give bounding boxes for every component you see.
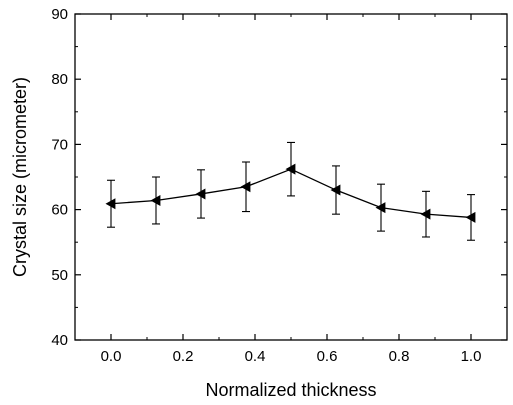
data-point	[465, 211, 476, 223]
ticks: 0.0 0.2 0.4 0.6 0.8 1.0 40 50 60 70 80 90	[51, 6, 508, 365]
x-tick-label: 0.6	[317, 348, 338, 365]
x-axis-title: Normalized thickness	[205, 380, 376, 400]
data-point	[375, 202, 386, 214]
y-axis-title: Crystal size (micrometer)	[10, 77, 30, 277]
data-point	[195, 188, 206, 200]
x-tick-label: 0.4	[245, 348, 266, 365]
data-point	[420, 208, 431, 220]
y-tick-label: 80	[51, 71, 68, 88]
y-tick-label: 90	[51, 6, 68, 23]
x-tick-label: 0.2	[173, 348, 194, 365]
markers	[105, 163, 476, 223]
data-point	[105, 198, 116, 210]
y-tick-label: 50	[51, 267, 68, 284]
data-point	[150, 194, 161, 206]
x-tick-label: 0.8	[389, 348, 410, 365]
x-tick-label: 1.0	[461, 348, 482, 365]
y-tick-label: 40	[51, 332, 68, 349]
x-tick-label: 0.0	[101, 348, 122, 365]
data-point	[240, 181, 251, 193]
y-tick-label: 70	[51, 136, 68, 153]
y-tick-label: 60	[51, 202, 68, 219]
error-bars	[107, 141, 475, 241]
data-point	[285, 163, 296, 175]
data-point	[330, 184, 341, 196]
